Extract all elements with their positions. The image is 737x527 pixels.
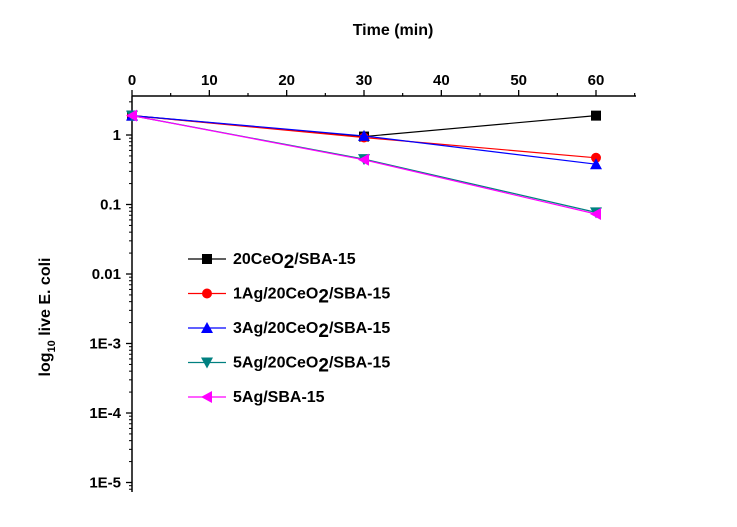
legend-label-main: 20CeO [233, 251, 284, 268]
legend-label: 20CeO2/SBA-15 [233, 251, 356, 273]
data-point [590, 158, 602, 170]
legend-label-main: 5Ag/20CeO [233, 355, 318, 372]
y-tick-label: 0.01 [92, 266, 121, 283]
y-tick-label: 1E-5 [89, 475, 121, 492]
legend-label-subscript: 2 [318, 321, 329, 342]
series-layer [126, 109, 602, 220]
axes: 0 10 20 30 40 50 60 1 0.1 0.01 1E-3 1E-4 1E-5 [89, 72, 636, 492]
legend-label: 5Ag/20CeO2/SBA-15 [233, 355, 390, 377]
legend: 20CeO2/SBA-151Ag/20CeO2/SBA-153Ag/20CeO2… [188, 251, 390, 406]
x-tick-label: 60 [588, 72, 605, 89]
x-tick-label: 40 [433, 72, 450, 89]
data-point [591, 152, 601, 163]
y-axis-title: log10 live E. coli [37, 258, 58, 377]
legend-item-1: 20CeO2/SBA-15 [188, 251, 356, 273]
y-tick-label: 1 [113, 127, 121, 144]
series-4 [126, 110, 602, 219]
data-point [126, 109, 137, 122]
x-tick-label: 50 [510, 72, 527, 89]
legend-label-subscript: 2 [318, 287, 329, 308]
legend-marker [202, 288, 212, 299]
x-axis-title: Time (min) [353, 22, 434, 39]
data-point [358, 153, 369, 166]
legend-label-subscript: 2 [318, 356, 329, 377]
legend-label-subscript: 2 [284, 252, 295, 273]
legend-label-suffix: /SBA-15 [294, 251, 355, 268]
y-tick-label: 1E-4 [89, 405, 121, 422]
legend-label-main: 1Ag/20CeO [233, 286, 318, 303]
data-point [590, 207, 601, 220]
data-point [591, 110, 601, 121]
y-tick-label: 0.1 [100, 197, 121, 214]
series-5 [126, 109, 601, 220]
legend-label: 1Ag/20CeO2/SBA-15 [233, 286, 390, 308]
x-tick-label: 10 [201, 72, 218, 89]
legend-marker [201, 322, 213, 333]
legend-marker [201, 357, 213, 369]
legend-label-suffix: /SBA-15 [329, 286, 390, 303]
y-axis-title-prefix: log [37, 352, 54, 376]
x-tick-label: 0 [128, 72, 136, 89]
legend-label-main: 5Ag/SBA-15 [233, 389, 325, 406]
legend-item-5: 5Ag/SBA-15 [188, 389, 325, 406]
legend-item-2: 1Ag/20CeO2/SBA-15 [188, 286, 390, 308]
legend-label: 3Ag/20CeO2/SBA-15 [233, 320, 390, 342]
legend-marker [202, 254, 212, 264]
legend-label-main: 3Ag/20CeO [233, 320, 318, 337]
legend-item-3: 3Ag/20CeO2/SBA-15 [188, 320, 390, 342]
legend-item-4: 5Ag/20CeO2/SBA-15 [188, 355, 390, 377]
legend-label-suffix: /SBA-15 [329, 355, 390, 372]
x-tick-label: 20 [278, 72, 295, 89]
x-tick-label: 30 [356, 72, 373, 89]
legend-marker [201, 391, 212, 403]
legend-label-suffix: /SBA-15 [329, 320, 390, 337]
data-point [358, 129, 370, 141]
legend-label: 5Ag/SBA-15 [233, 389, 325, 406]
y-axis-title-subscript: 10 [46, 340, 58, 352]
y-tick-label: 1E-3 [89, 336, 121, 353]
y-axis-title-suffix: live E. coli [37, 258, 54, 341]
